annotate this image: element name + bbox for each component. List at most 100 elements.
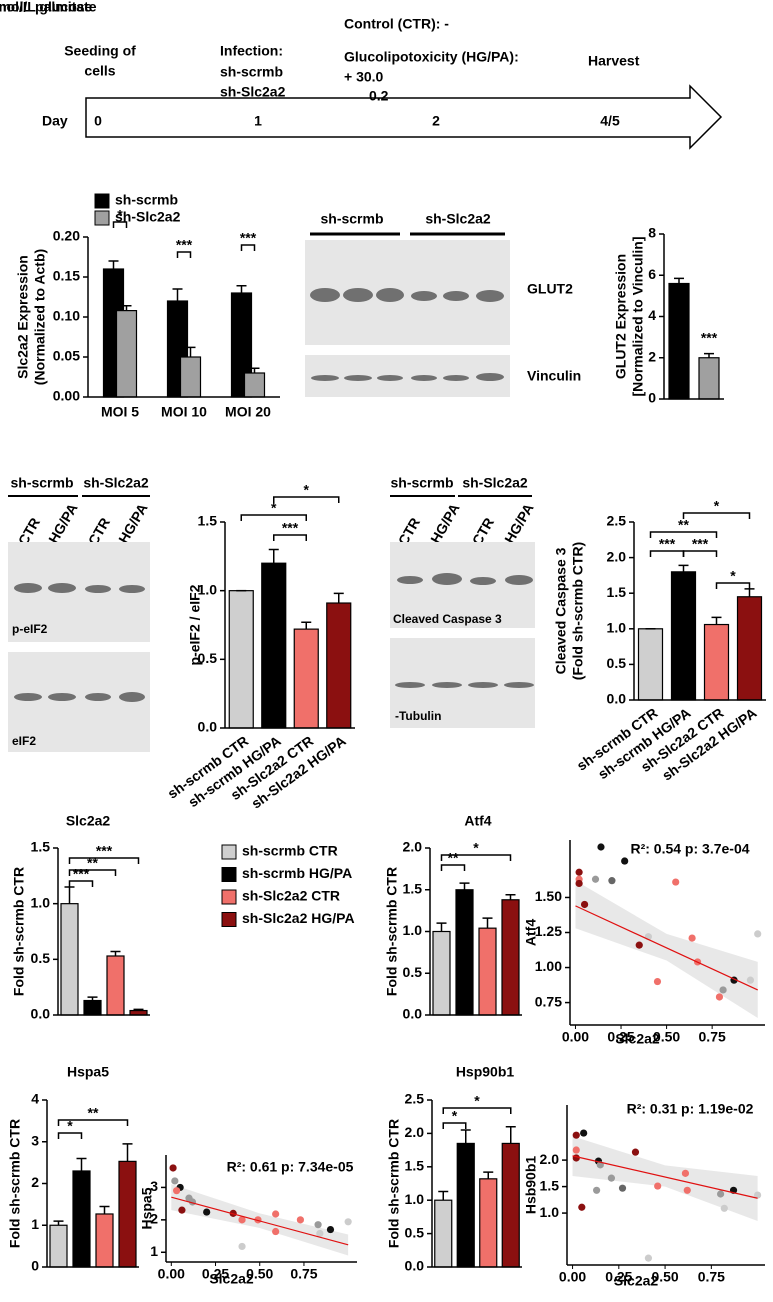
bar <box>293 628 319 729</box>
significance-label: *** <box>701 330 718 346</box>
bar <box>698 357 720 400</box>
scatter-point <box>203 1208 211 1216</box>
y-tick-label: 2.0 <box>607 548 627 564</box>
day: 1 <box>254 113 262 129</box>
scatter-point <box>169 1164 177 1172</box>
day: 4/5 <box>600 113 620 129</box>
y-tick-label: 0.5 <box>31 950 51 966</box>
significance-bracket <box>240 244 256 251</box>
step-label: Control (CTR): - <box>344 16 449 32</box>
y-tick-label: 0.15 <box>53 268 80 284</box>
scatter-point <box>653 977 662 986</box>
significance-label: * <box>714 498 720 514</box>
legend-swatch <box>94 210 110 226</box>
bar <box>455 889 474 1016</box>
scatter-point <box>572 1146 580 1154</box>
annotation: R²: 0.54 p: 3.7e-04 <box>630 841 749 857</box>
y-tick-label: 0.5 <box>607 655 627 671</box>
x-axis-label: Slc2a2 <box>614 1273 659 1289</box>
error-bar <box>438 1190 449 1201</box>
step-label: Infection: <box>220 43 283 59</box>
error-bar <box>53 1220 64 1226</box>
significance-label: *** <box>240 230 257 246</box>
y-tick-label: 2.5 <box>405 1091 425 1107</box>
significance-bracket <box>682 550 718 557</box>
scatter-point <box>344 1218 352 1226</box>
legend-label: sh-Slc2a2 HG/PA <box>242 910 355 926</box>
legend-label: sh-Slc2a2 CTR <box>242 888 340 904</box>
fit-line <box>572 1155 758 1199</box>
scatter-point <box>618 1184 627 1192</box>
scatter-point <box>597 843 605 851</box>
y-tick-label: 0.0 <box>31 1006 51 1022</box>
y-axis-label: Atf4 <box>523 919 539 946</box>
significance-label: * <box>271 500 277 516</box>
bar <box>432 930 451 1016</box>
y-tick-label: 0.0 <box>198 719 218 735</box>
error-bar <box>64 886 75 904</box>
blot-group: sh-Slc2a2 <box>83 475 149 491</box>
y-tick-label: 0 <box>31 1258 39 1274</box>
y-tick-label: 2 <box>150 1211 158 1227</box>
step-label: sh-Slc2a2 <box>220 84 286 100</box>
significance-bracket <box>68 880 94 887</box>
bar <box>179 356 202 398</box>
significance-bracket <box>176 251 192 258</box>
y-axis-label: Cleaved Caspase 3 <box>553 547 569 674</box>
y-tick-label: 1.5 <box>31 839 51 855</box>
blot-group: sh-scrmb <box>10 475 73 491</box>
legend-swatch <box>221 889 237 905</box>
x-tick-label: MOI 20 <box>225 404 271 420</box>
lane-label: HG/PA <box>45 501 81 547</box>
error-bar <box>76 1157 87 1171</box>
y-tick-label: 0.20 <box>53 228 80 244</box>
significance-bracket <box>649 531 718 538</box>
scatter-point <box>580 900 589 909</box>
y-tick-label: 0.75 <box>535 993 562 1009</box>
bar <box>670 571 697 701</box>
y-axis-label: Fold sh-scrmb CTR <box>384 867 400 996</box>
scatter-point <box>580 1129 588 1137</box>
scatter-point <box>296 1216 305 1224</box>
scatter-point <box>716 1190 725 1198</box>
error-bar <box>674 277 684 284</box>
error-bar <box>122 1143 133 1162</box>
error-bar <box>185 346 196 357</box>
error-bar <box>249 367 260 373</box>
y-axis-label: Fold sh-scrmb CTR <box>7 1119 23 1248</box>
y-tick-label: 0.10 <box>53 308 80 324</box>
significance-bracket <box>273 496 340 503</box>
significance-bracket <box>442 1107 512 1114</box>
error-bar <box>172 288 183 301</box>
significance-bracket <box>112 221 128 228</box>
x-tick-label: 0.50 <box>653 1029 680 1045</box>
scatter-point <box>608 877 616 885</box>
chart-title: Hsp90b1 <box>456 1064 515 1080</box>
bar <box>478 927 497 1016</box>
significance-bracket <box>440 864 466 871</box>
significance-label: * <box>730 568 736 584</box>
legend-swatch <box>221 912 237 927</box>
y-tick-label: 2.5 <box>607 513 627 529</box>
step-label: Harvest <box>588 53 640 69</box>
y-tick-label: 1.50 <box>535 888 562 904</box>
error-bar <box>505 1125 516 1144</box>
significance-label: ** <box>88 1105 99 1121</box>
lane-label: HG/PA <box>501 501 537 547</box>
x-tick-label: 0.75 <box>698 1269 725 1285</box>
significance-label: * <box>474 1093 480 1109</box>
significance-label: * <box>452 1108 458 1124</box>
significance-label: *** <box>282 520 299 536</box>
y-tick-label: 1.5 <box>540 1177 560 1193</box>
significance-bracket <box>440 854 512 861</box>
scatter-point <box>753 1191 762 1199</box>
day: 0 <box>94 113 102 129</box>
bar <box>703 623 730 701</box>
scatter-point <box>575 868 583 876</box>
bar <box>668 282 690 400</box>
annotation: R²: 0.61 p: 7.34e-05 <box>227 1159 354 1175</box>
significance-bracket <box>57 1132 83 1139</box>
timeline-arrow <box>85 84 723 150</box>
bar <box>115 310 138 398</box>
unit-label: µmol/L palmitate <box>0 0 97 15</box>
